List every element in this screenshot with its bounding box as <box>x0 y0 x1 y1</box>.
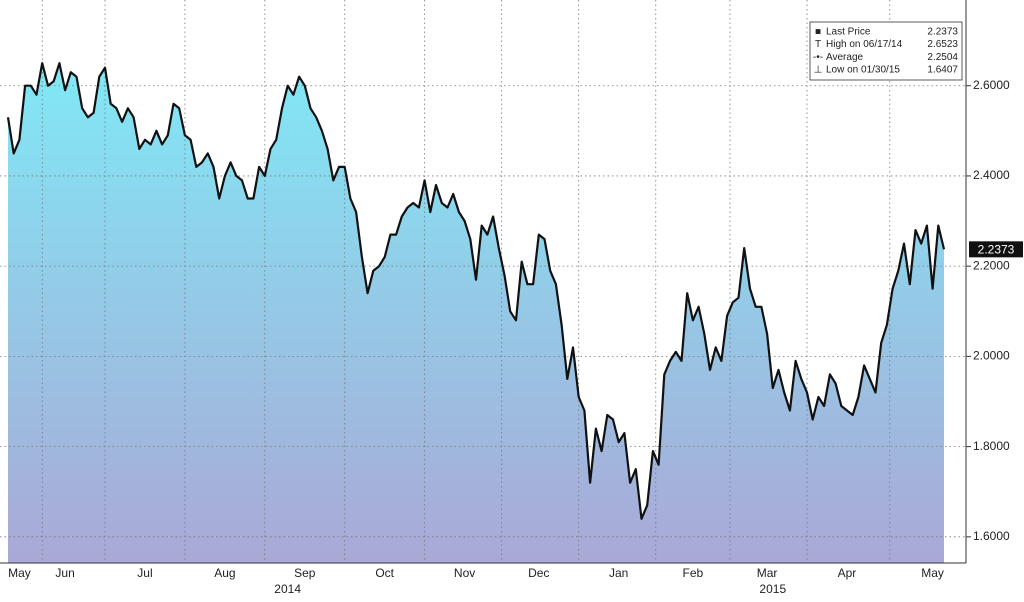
legend-value: 2.6523 <box>927 39 958 50</box>
x-tick-label: Jun <box>55 566 74 580</box>
price-line <box>6 62 946 520</box>
legend-value: 2.2504 <box>927 52 958 63</box>
legend-icon: ⊥ <box>814 64 823 75</box>
legend-icon: T <box>815 39 821 50</box>
x-tick-label: Dec <box>528 566 549 580</box>
x-tick-label: Aug <box>214 566 235 580</box>
x-tick-label: Sep <box>294 566 316 580</box>
legend-box <box>809 21 963 81</box>
x-tick-label: Jan <box>609 566 628 580</box>
last-price-label: 2.2373 <box>978 243 1015 257</box>
area-fill <box>8 63 944 563</box>
x-tick-label: Nov <box>454 566 475 580</box>
legend-value: 1.6407 <box>927 64 958 75</box>
x-tick-label: May <box>921 566 944 580</box>
legend-label: Last Price <box>826 27 871 38</box>
y-tick-label: 2.2000 <box>973 258 1010 272</box>
y-tick-label: 2.4000 <box>973 168 1010 182</box>
x-tick-label: Jul <box>137 566 152 580</box>
x-tick-label: Apr <box>838 566 857 580</box>
year-label: 2014 <box>274 582 301 596</box>
y-tick-label: 1.8000 <box>973 439 1010 453</box>
year-label: 2015 <box>759 582 786 596</box>
y-tick-label: 2.6000 <box>973 78 1010 92</box>
legend-icon: -•- <box>813 52 823 63</box>
y-tick-label: 1.6000 <box>973 529 1010 543</box>
x-tick-label: Oct <box>375 566 394 580</box>
legend-icon: ■ <box>815 27 821 38</box>
last-price-tag <box>969 241 1023 258</box>
legend-label: Low on 01/30/15 <box>826 64 900 75</box>
x-tick-label: Mar <box>757 566 778 580</box>
legend-value: 2.2373 <box>927 27 958 38</box>
legend-label: Average <box>826 52 864 63</box>
y-tick-label: 2.0000 <box>973 349 1010 363</box>
x-tick-label: May <box>8 566 31 580</box>
legend-label: High on 06/17/14 <box>826 39 903 50</box>
x-tick-label: Feb <box>683 566 704 580</box>
